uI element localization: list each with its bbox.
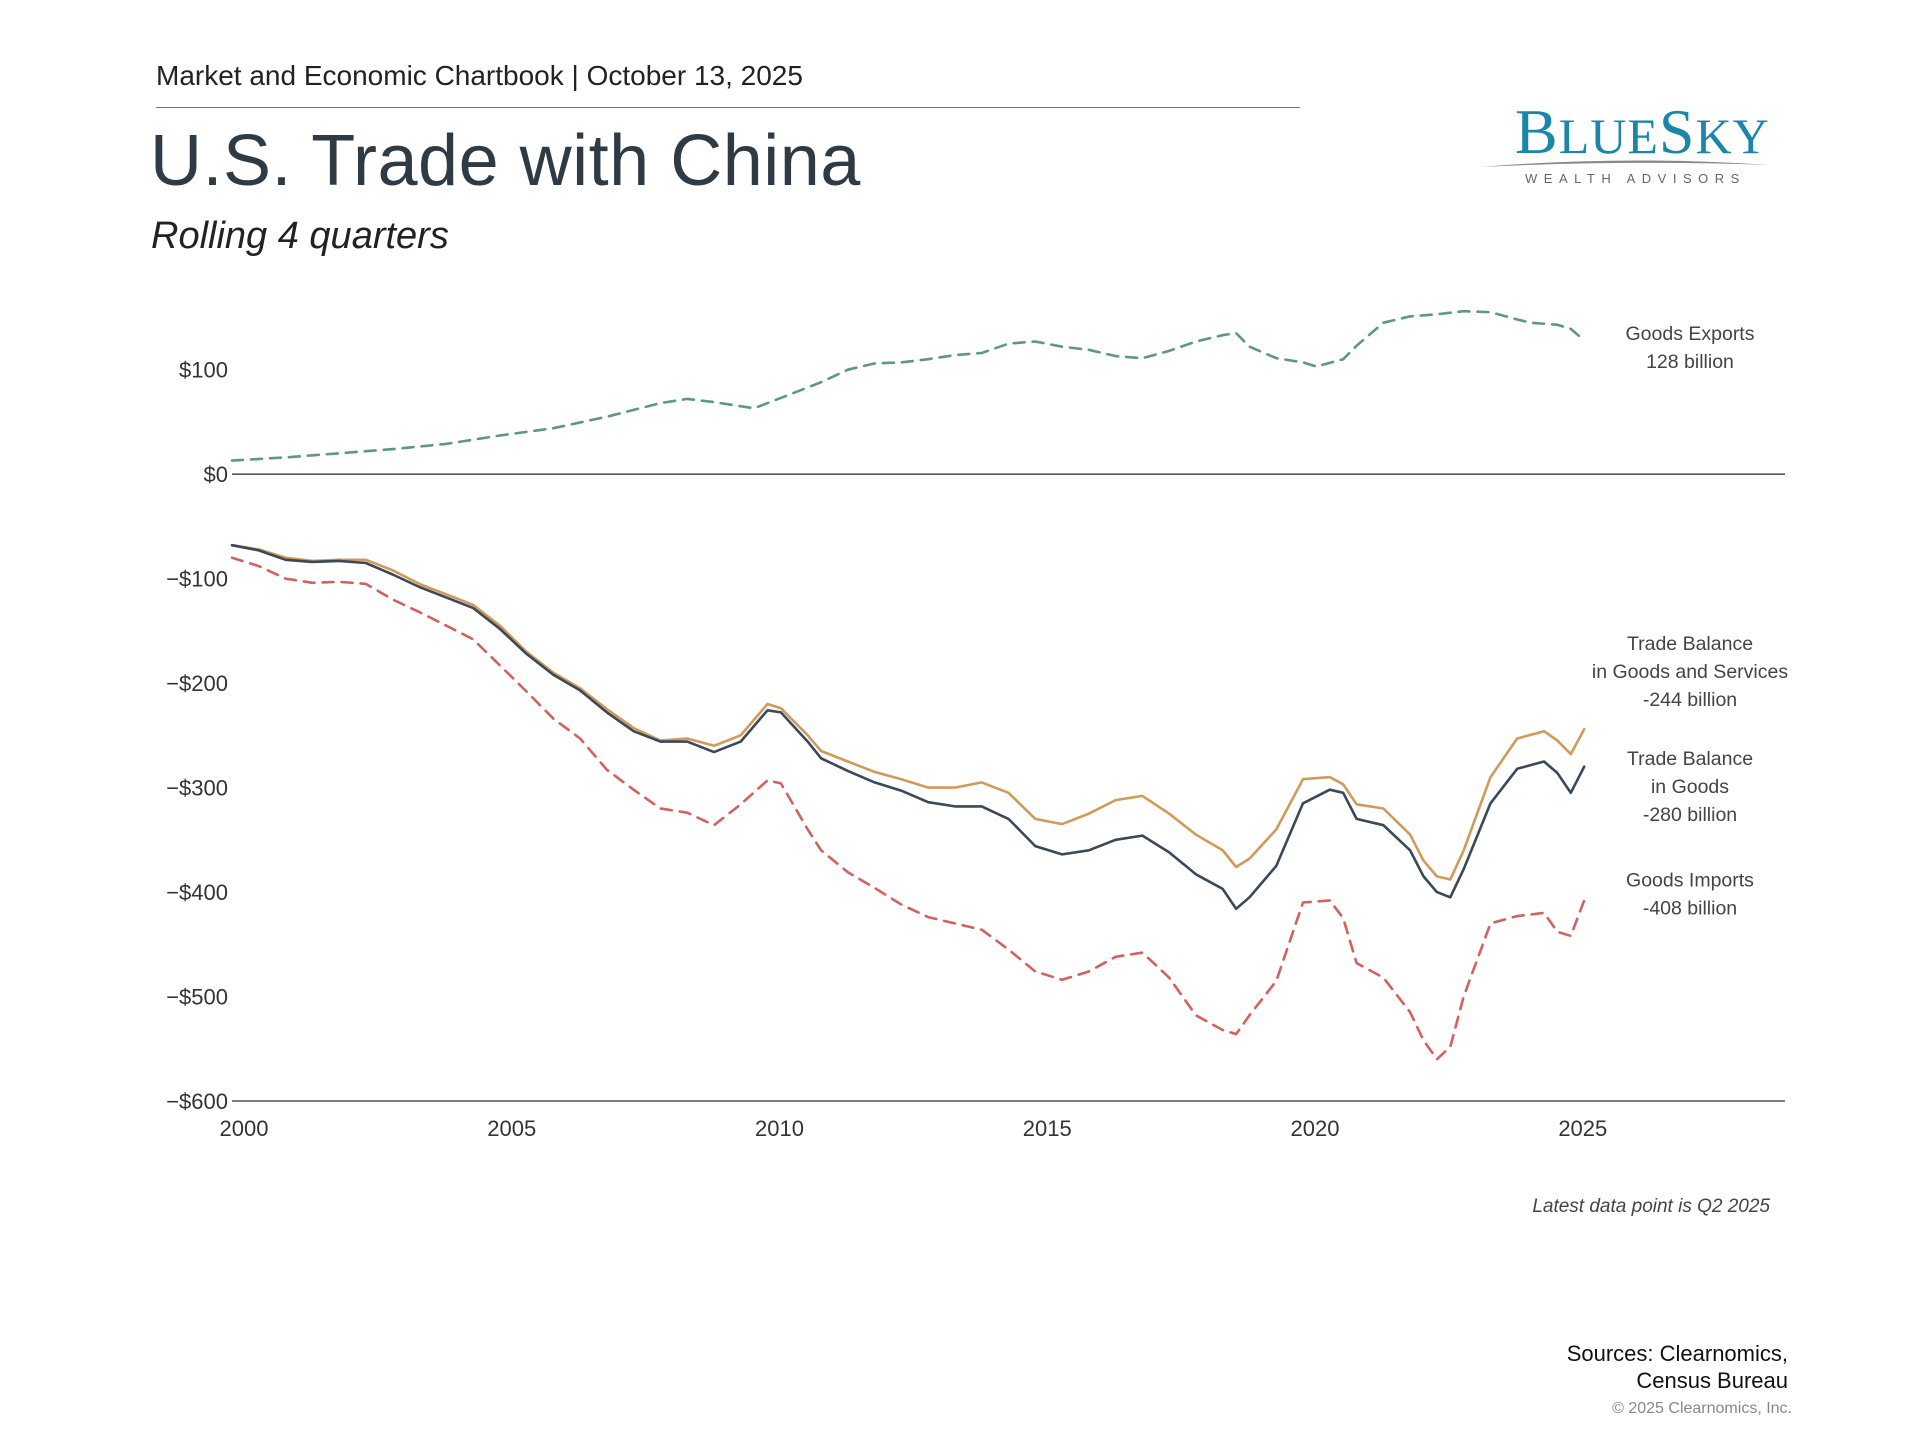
sources-line-1: Sources: Clearnomics, [1566, 1341, 1788, 1366]
logo-letter-b: B [1515, 96, 1559, 167]
latest-data-note: Latest data point is Q2 2025 [1532, 1196, 1770, 1217]
x-tick-label: 2010 [755, 1116, 804, 1141]
series-line-balance_goods [230, 543, 1586, 911]
series-line-exports [230, 309, 1586, 462]
series-label-balance_gs: Trade Balance [1627, 633, 1753, 655]
logo-letters-ky: KY [1695, 108, 1770, 164]
bluesky-logo: BLUESKY WEALTH ADVISORS [1480, 95, 1770, 195]
series-label-balance_gs: in Goods and Services [1592, 661, 1788, 683]
logo-letters-lue: LUE [1558, 108, 1659, 164]
series-label-balance_goods: in Goods [1651, 776, 1729, 798]
series-label-exports: Goods Exports [1626, 323, 1755, 345]
logo-swoosh-icon [1480, 160, 1770, 167]
x-tick-label: 2015 [1023, 1116, 1072, 1141]
y-tick-label: −$200 [166, 671, 228, 696]
series-label-balance_goods: -280 billion [1643, 804, 1737, 826]
series-label-balance_gs: -244 billion [1643, 689, 1737, 711]
logo-tagline: WEALTH ADVISORS [1525, 171, 1746, 186]
logo-wordmark: BLUESKY [1515, 95, 1770, 169]
series-line-imports [230, 556, 1586, 1061]
chartbook-header: Market and Economic Chartbook | October … [156, 60, 803, 91]
y-tick-label: $100 [179, 358, 228, 383]
page-title: U.S. Trade with China [150, 121, 861, 201]
y-tick-label: −$500 [166, 985, 228, 1010]
y-tick-label: −$300 [166, 776, 228, 801]
header-divider [156, 107, 1300, 108]
x-tick-label: 2005 [487, 1116, 536, 1141]
axis-layer: $100 $0 −$100 −$200 −$300 −$400 −$500 −$6002000… [166, 358, 1785, 1141]
series-label-imports: -408 billion [1643, 897, 1737, 919]
series-line-balance_gs [230, 543, 1586, 881]
series-label-exports: 128 billion [1646, 351, 1734, 373]
page-subtitle: Rolling 4 quarters [151, 215, 449, 257]
series-label-balance_goods: Trade Balance [1627, 748, 1753, 770]
copyright: © 2025 Clearnomics, Inc. [1612, 1400, 1792, 1417]
y-tick-label: −$400 [166, 880, 228, 905]
x-tick-label: 2000 [220, 1116, 269, 1141]
sources-line-2: Census Bureau [1636, 1368, 1788, 1393]
series-label-layer: Goods Exports 128 billion Trade Balance in … [1592, 323, 1788, 919]
sources: Sources: Clearnomics, Census Bureau [1400, 1340, 1788, 1394]
x-tick-label: 2025 [1558, 1116, 1607, 1141]
y-tick-label: $0 [204, 462, 228, 487]
y-tick-label: −$100 [166, 567, 228, 592]
series-label-imports: Goods Imports [1626, 869, 1754, 891]
series-layer [230, 309, 1586, 1061]
logo-letter-s: S [1658, 96, 1696, 167]
x-tick-label: 2020 [1291, 1116, 1340, 1141]
y-tick-label: −$600 [166, 1089, 228, 1114]
